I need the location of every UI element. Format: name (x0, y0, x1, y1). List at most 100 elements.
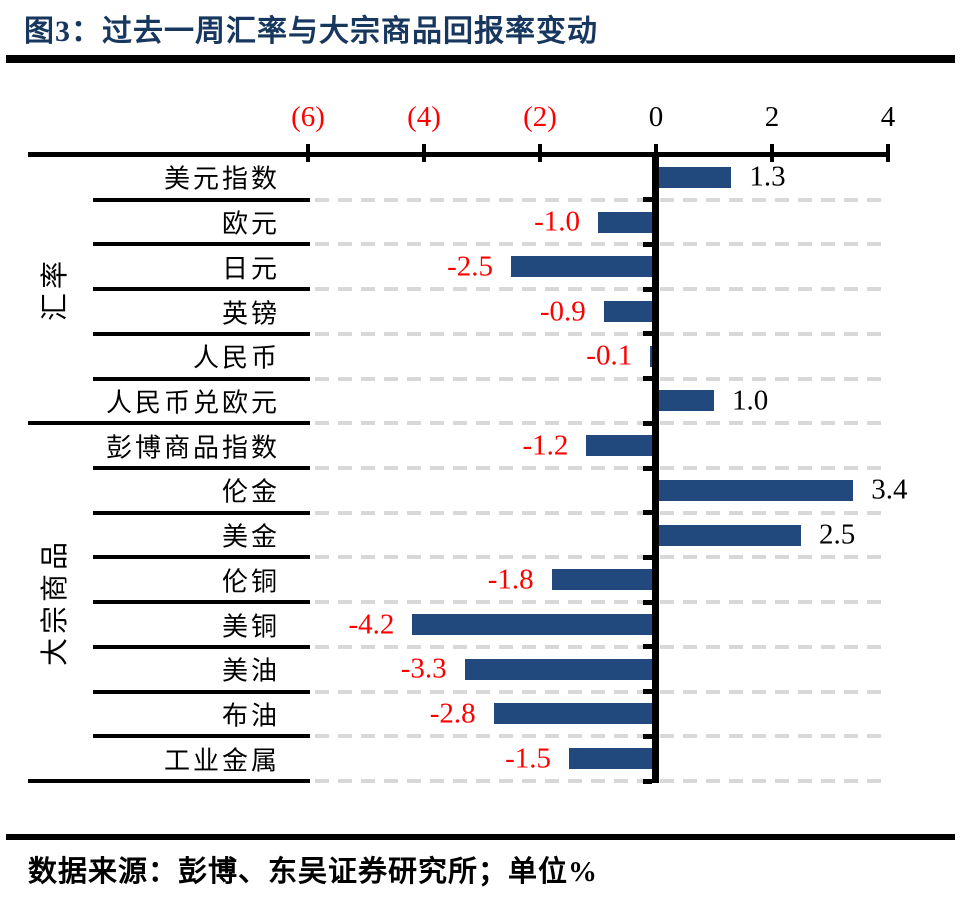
zero-axis-tick (643, 644, 652, 650)
row-separator (93, 197, 310, 202)
group-separator (28, 421, 310, 426)
row-gridline (315, 376, 881, 381)
figure-title: 图3：过去一周汇率与大宗商品回报率变动 (24, 15, 598, 48)
row-gridline (315, 734, 881, 739)
x-axis-tick (306, 144, 310, 162)
category-label: 欧元 (221, 209, 280, 239)
bar (464, 658, 656, 680)
x-axis-tick-label: (4) (407, 101, 441, 133)
category-label: 美金 (221, 522, 280, 552)
row-separator (93, 600, 310, 605)
row-separator (93, 331, 310, 336)
value-label: 1.3 (749, 160, 786, 193)
row-separator (93, 689, 310, 694)
row-gridline (315, 510, 881, 515)
value-label: -1.8 (487, 563, 534, 596)
bar (656, 479, 854, 501)
row-gridline (315, 331, 881, 336)
value-label: 1.0 (732, 384, 769, 417)
category-label: 英镑 (221, 299, 280, 328)
bar (412, 614, 656, 635)
category-label: 人民币 (192, 343, 280, 373)
row-gridline (315, 242, 881, 247)
category-label: 美铜 (221, 612, 280, 641)
row-separator (93, 510, 310, 515)
zero-axis-tick (643, 286, 652, 292)
category-label: 布油 (221, 701, 280, 731)
row-gridline (315, 689, 881, 694)
x-axis-tick (770, 144, 774, 162)
bar (551, 569, 656, 591)
zero-axis-tick (643, 241, 652, 247)
x-axis-tick-label: 2 (764, 101, 780, 133)
row-gridline (315, 197, 881, 202)
row-separator (93, 376, 310, 381)
zero-axis-tick (643, 197, 652, 203)
row-gridline (315, 644, 881, 649)
bar (511, 256, 656, 278)
value-label: -1.5 (505, 742, 551, 775)
bar (569, 748, 656, 770)
row-separator (93, 242, 310, 247)
group-separator (28, 779, 310, 783)
row-gridline (315, 555, 881, 560)
zero-axis-tick (643, 554, 652, 560)
row-gridline (315, 600, 881, 605)
row-gridline (315, 287, 881, 292)
zero-axis-tick (643, 510, 652, 516)
row-separator (93, 287, 310, 292)
row-separator (93, 466, 310, 470)
category-label: 美油 (221, 656, 280, 686)
source-divider (6, 834, 955, 840)
value-label: -1.2 (522, 429, 569, 462)
value-label: -2.8 (429, 697, 476, 730)
value-label: 3.4 (871, 473, 908, 506)
value-label: -1.0 (534, 205, 580, 238)
row-gridline (315, 421, 881, 426)
x-axis-tick (538, 144, 542, 162)
group-label: 大宗商品 (40, 538, 71, 667)
category-label: 美元指数 (163, 164, 280, 194)
value-label: -4.2 (348, 608, 395, 640)
bar (656, 524, 801, 546)
x-axis-tick-label: (6) (291, 101, 325, 133)
row-gridline (315, 779, 881, 783)
value-label: -0.9 (539, 295, 586, 327)
group-label: 汇率 (40, 257, 71, 322)
title-divider (6, 55, 955, 63)
zero-axis-tick (643, 689, 652, 695)
bar (656, 166, 732, 188)
category-label: 伦铜 (221, 567, 280, 597)
x-axis-tick (422, 144, 426, 162)
zero-axis-tick (643, 420, 652, 426)
bar (493, 703, 656, 725)
category-label: 日元 (221, 254, 280, 284)
bar (603, 301, 656, 322)
zero-axis-tick (643, 733, 652, 739)
bar-chart: (6) (4) (2) 0 2 4 美元指数 1.3 欧元 -1.0 日元 -2.5 英镑 -0.9 人民币… (28, 101, 908, 784)
zero-axis-tick (643, 376, 652, 382)
row-separator (93, 644, 310, 649)
zero-axis-tick (643, 599, 652, 605)
x-axis-line (28, 152, 890, 157)
category-label: 人民币兑欧元 (105, 388, 280, 418)
bar (598, 211, 656, 233)
zero-axis-tick (643, 778, 652, 784)
x-axis-tick-label: 4 (880, 101, 896, 133)
category-label: 彭博商品指数 (105, 433, 280, 463)
x-axis-tick (886, 144, 890, 162)
x-axis-tick-label: 0 (648, 101, 664, 133)
zero-axis-line (652, 152, 659, 783)
source-note: 数据来源：彭博、东吴证券研究所；单位% (28, 856, 599, 888)
category-label: 伦金 (221, 477, 280, 507)
row-gridline (315, 466, 881, 470)
x-axis-tick-label: (2) (523, 101, 557, 133)
row-separator (93, 734, 310, 739)
bar (586, 435, 656, 457)
value-label: 2.5 (819, 518, 856, 551)
value-label: -3.3 (400, 652, 447, 685)
value-label: -0.1 (586, 339, 633, 372)
zero-axis-tick (643, 465, 652, 471)
value-label: -2.5 (447, 250, 493, 283)
